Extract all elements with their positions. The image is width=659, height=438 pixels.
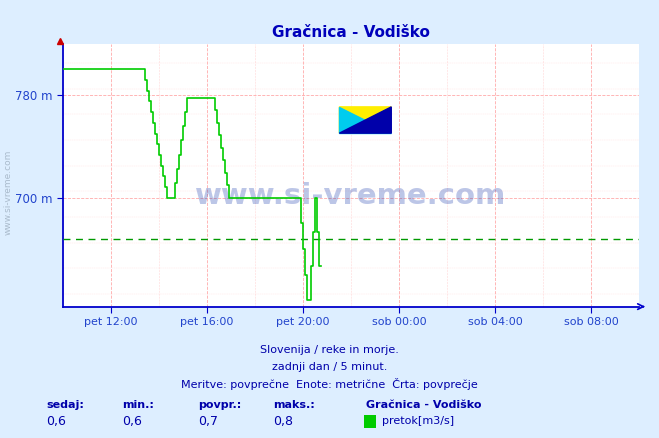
Text: Gračnica - Vodiško: Gračnica - Vodiško [366,400,481,410]
Title: Gračnica - Vodiško: Gračnica - Vodiško [272,25,430,40]
Text: 0,8: 0,8 [273,415,293,428]
Text: 0,6: 0,6 [46,415,66,428]
Polygon shape [339,107,391,133]
Text: povpr.:: povpr.: [198,400,241,410]
Text: Meritve: povprečne  Enote: metrične  Črta: povprečje: Meritve: povprečne Enote: metrične Črta:… [181,378,478,390]
Polygon shape [339,107,391,133]
Polygon shape [339,107,391,133]
Text: zadnji dan / 5 minut.: zadnji dan / 5 minut. [272,362,387,372]
Text: Slovenija / reke in morje.: Slovenija / reke in morje. [260,345,399,355]
Text: 0,6: 0,6 [122,415,142,428]
Text: min.:: min.: [122,400,154,410]
Text: 0,7: 0,7 [198,415,217,428]
Text: www.si-vreme.com: www.si-vreme.com [4,150,13,235]
Text: maks.:: maks.: [273,400,315,410]
Text: pretok[m3/s]: pretok[m3/s] [382,417,454,427]
Text: www.si-vreme.com: www.si-vreme.com [195,182,507,210]
Text: sedaj:: sedaj: [46,400,84,410]
